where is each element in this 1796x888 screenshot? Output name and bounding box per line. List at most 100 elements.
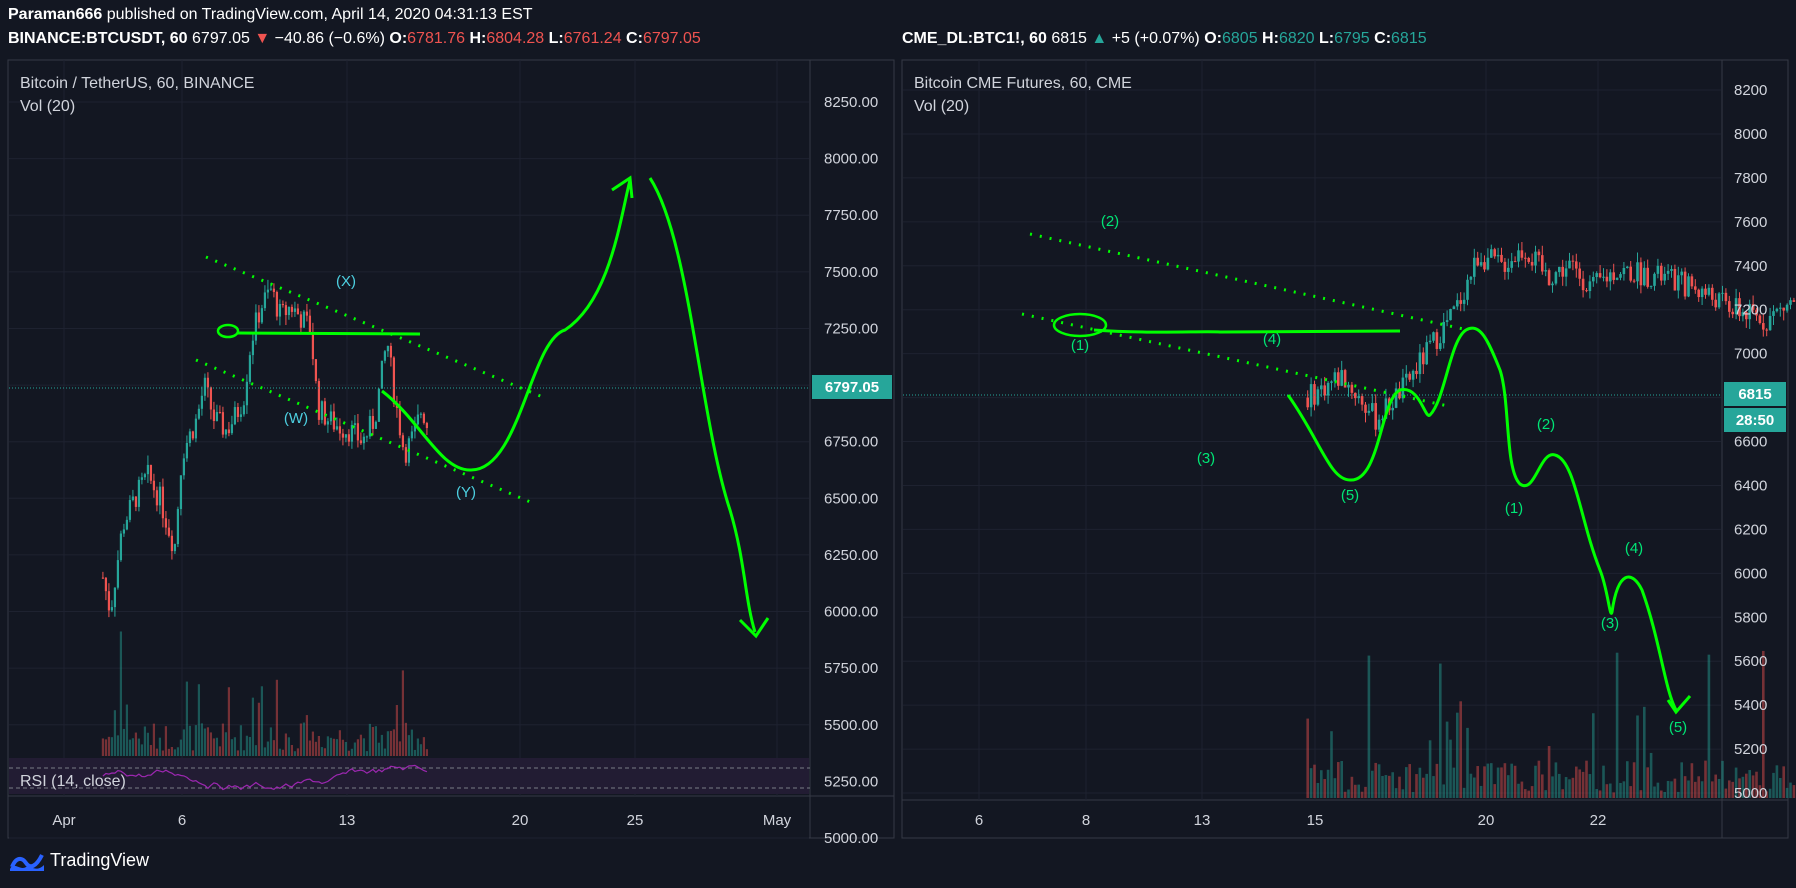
volume-bar bbox=[377, 742, 381, 756]
candle-body bbox=[359, 440, 363, 444]
volume-bar bbox=[1656, 782, 1660, 798]
volume-bar bbox=[1309, 768, 1313, 798]
volume-bar bbox=[230, 739, 234, 756]
candle-body bbox=[335, 426, 339, 430]
candle-body bbox=[1439, 343, 1442, 349]
right-o-label: O: bbox=[1204, 30, 1222, 47]
wave-label: (1) bbox=[1071, 337, 1089, 354]
candle-body bbox=[158, 486, 162, 506]
volume-bar bbox=[413, 749, 417, 756]
volume-bar bbox=[260, 686, 264, 756]
volume-bar bbox=[272, 740, 276, 756]
candle-body bbox=[101, 577, 105, 579]
y-tick-label: 5000.00 bbox=[824, 830, 878, 847]
volume-bar bbox=[1530, 786, 1534, 798]
candle-body bbox=[143, 474, 147, 478]
volume-bar bbox=[1605, 784, 1609, 798]
volume-bar bbox=[1636, 715, 1639, 798]
candle-body bbox=[1476, 257, 1479, 266]
candle-body bbox=[1551, 283, 1554, 286]
volume-bar bbox=[1330, 731, 1333, 798]
volume-bar bbox=[1384, 775, 1388, 798]
down-arrow-icon: ▼ bbox=[254, 30, 271, 47]
candle-body bbox=[251, 340, 255, 356]
y-tick-label: 5750.00 bbox=[824, 660, 878, 677]
candle-body bbox=[272, 288, 276, 292]
volume-bar bbox=[1663, 791, 1666, 798]
wave-label: (1) bbox=[1505, 500, 1523, 517]
candle-body bbox=[314, 359, 318, 382]
volume-bar bbox=[1592, 713, 1595, 798]
left-drawings[interactable] bbox=[195, 175, 770, 639]
candle-body bbox=[1398, 388, 1401, 399]
volume-bar bbox=[362, 738, 366, 756]
candle-body bbox=[356, 423, 360, 441]
candle-body bbox=[239, 414, 243, 417]
volume-bar bbox=[290, 744, 294, 756]
publisher-name[interactable]: Paraman666 bbox=[8, 6, 103, 23]
left-symbol[interactable]: BINANCE:BTCUSDT, 60 bbox=[8, 30, 188, 47]
volume-bar bbox=[1340, 761, 1343, 798]
y-tick-label: 5250.00 bbox=[824, 773, 878, 790]
volume-bar bbox=[1320, 770, 1323, 798]
volume-bar bbox=[1466, 727, 1469, 798]
volume-bar bbox=[1411, 792, 1415, 798]
volume-bar bbox=[1666, 780, 1670, 798]
y-tick-label: 5600 bbox=[1734, 653, 1767, 670]
candle-body bbox=[1357, 396, 1360, 399]
volume-bar bbox=[245, 735, 249, 756]
candle-body bbox=[1785, 304, 1789, 311]
volume-bar bbox=[191, 750, 195, 756]
volume-bar bbox=[425, 749, 429, 756]
candle-body bbox=[386, 345, 390, 352]
candle-body bbox=[383, 351, 387, 361]
candle-body bbox=[1612, 272, 1615, 280]
candle-body bbox=[1762, 323, 1765, 330]
volume-bar bbox=[236, 750, 240, 756]
volume-bar bbox=[1758, 785, 1762, 798]
volume-bar bbox=[1639, 790, 1643, 798]
volume-bar bbox=[1588, 774, 1592, 798]
left-open: 6781.76 bbox=[407, 30, 465, 47]
candle-body bbox=[1629, 266, 1632, 281]
candle-body bbox=[1456, 300, 1459, 307]
candle-body bbox=[1721, 292, 1724, 294]
tradingview-footer[interactable]: TradingView bbox=[10, 850, 149, 871]
candle-body bbox=[215, 412, 219, 422]
right-chart-pane[interactable]: (2) (1) (4) (3) (5) (2) (1) (4) (3) (5) 8200 8000 7… bbox=[901, 59, 1796, 839]
candle-body bbox=[425, 422, 429, 429]
wave-label: (Y) bbox=[456, 484, 476, 501]
candle-body bbox=[389, 345, 393, 358]
volume-bar bbox=[1768, 788, 1772, 798]
candle-body bbox=[140, 477, 144, 480]
candle-body bbox=[167, 527, 171, 536]
candle-body bbox=[1731, 311, 1734, 315]
volume-bar bbox=[212, 738, 216, 756]
candle-body bbox=[1374, 403, 1377, 430]
candle-body bbox=[347, 434, 351, 442]
candle-body bbox=[416, 414, 420, 425]
volume-bar bbox=[104, 739, 108, 756]
right-drawings[interactable] bbox=[1021, 232, 1692, 715]
candle-body bbox=[1452, 306, 1456, 310]
y-tick-label: 7200 bbox=[1734, 302, 1767, 319]
volume-bar bbox=[269, 727, 273, 756]
volume-bar bbox=[1510, 763, 1513, 798]
volume-bar bbox=[392, 729, 396, 756]
volume-bar bbox=[344, 741, 348, 756]
candle-body bbox=[1673, 269, 1677, 291]
volume-bar bbox=[1442, 784, 1445, 798]
candle-body bbox=[1537, 251, 1541, 256]
candle-body bbox=[1418, 352, 1422, 375]
volume-bar bbox=[1779, 777, 1782, 798]
volume-bar bbox=[233, 737, 237, 756]
candle-body bbox=[413, 424, 417, 432]
volume-bar bbox=[1646, 767, 1649, 798]
left-chart-pane[interactable]: (X) (W) (Y) 8250.00 8000.00 7750.00 7500.00 72… bbox=[7, 59, 895, 847]
volume-bar bbox=[239, 725, 243, 756]
candle-body bbox=[1364, 404, 1367, 413]
candle-body bbox=[137, 479, 141, 507]
candle-body bbox=[1520, 250, 1524, 258]
right-symbol[interactable]: CME_DL:BTC1!, 60 bbox=[902, 30, 1047, 47]
candle-body bbox=[293, 308, 297, 312]
